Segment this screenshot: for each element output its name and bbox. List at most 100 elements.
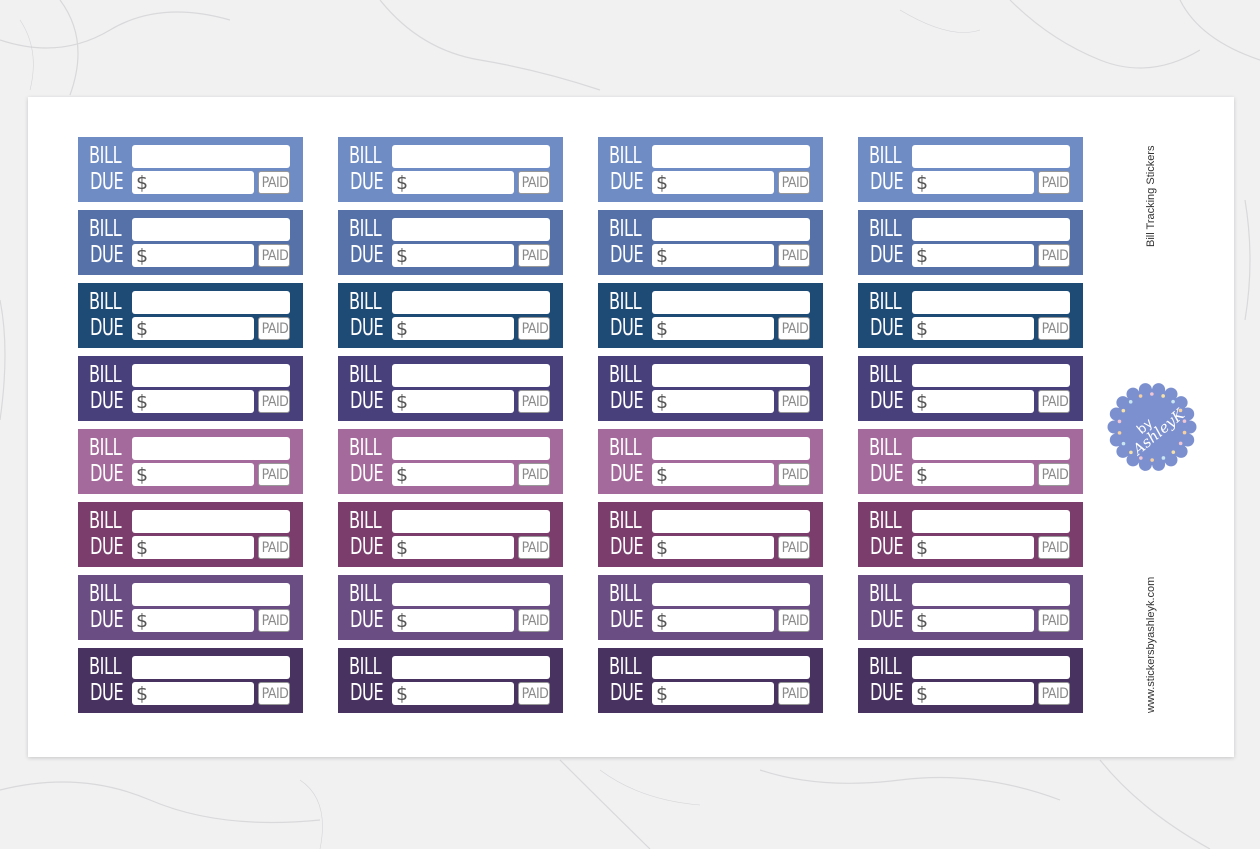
paid-label: PAID (781, 613, 809, 629)
dollar-sign: $ (396, 318, 409, 340)
bill-name-field (652, 218, 810, 241)
bill-name-field (132, 510, 290, 533)
paid-checkbox: PAID (258, 463, 290, 486)
paid-label: PAID (1041, 321, 1069, 337)
paid-label: PAID (781, 467, 809, 483)
bill-name-field (392, 510, 550, 533)
due-label: DUE (870, 242, 904, 268)
bill-name-field (912, 145, 1070, 168)
bill-name-field (132, 218, 290, 241)
bill-sticker: BILL DUE $ PAID (78, 429, 303, 494)
bill-sticker: BILL DUE $ PAID (858, 429, 1083, 494)
due-label: DUE (870, 169, 904, 195)
bill-sticker: BILL DUE $ PAID (78, 575, 303, 640)
bill-sticker: BILL DUE $ PAID (858, 283, 1083, 348)
amount-field: $ (392, 390, 514, 413)
bill-name-field (912, 510, 1070, 533)
bill-sticker: BILL DUE $ PAID (78, 210, 303, 275)
bill-sticker: BILL DUE $ PAID (598, 283, 823, 348)
bill-label: BILL (349, 435, 382, 461)
paid-label: PAID (1041, 540, 1069, 556)
due-label: DUE (610, 607, 644, 633)
dollar-sign: $ (916, 245, 929, 267)
paid-checkbox: PAID (778, 463, 810, 486)
paid-checkbox: PAID (778, 609, 810, 632)
amount-field: $ (912, 390, 1034, 413)
amount-field: $ (652, 682, 774, 705)
paid-checkbox: PAID (258, 609, 290, 632)
bill-label: BILL (869, 362, 902, 388)
paid-checkbox: PAID (518, 317, 550, 340)
bill-sticker: BILL DUE $ PAID (78, 356, 303, 421)
bill-name-field (652, 291, 810, 314)
due-label: DUE (610, 169, 644, 195)
due-label: DUE (90, 680, 124, 706)
website-text: www.stickersbyashleyk.com (1145, 576, 1157, 713)
bill-sticker: BILL DUE $ PAID (78, 648, 303, 713)
bill-sticker: BILL DUE $ PAID (338, 429, 563, 494)
dollar-sign: $ (916, 464, 929, 486)
dollar-sign: $ (916, 537, 929, 559)
paid-label: PAID (1041, 686, 1069, 702)
paid-checkbox: PAID (778, 536, 810, 559)
due-label: DUE (90, 607, 124, 633)
due-label: DUE (870, 388, 904, 414)
due-label: DUE (610, 461, 644, 487)
paid-label: PAID (261, 394, 289, 410)
amount-field: $ (652, 317, 774, 340)
bill-sticker: BILL DUE $ PAID (338, 356, 563, 421)
dollar-sign: $ (656, 610, 669, 632)
bill-name-field (132, 364, 290, 387)
sheet-title: Bill Tracking Stickers (1145, 145, 1157, 247)
paid-label: PAID (781, 175, 809, 191)
dollar-sign: $ (916, 172, 929, 194)
bill-sticker: BILL DUE $ PAID (598, 210, 823, 275)
bill-name-field (132, 583, 290, 606)
bill-sticker: BILL DUE $ PAID (598, 648, 823, 713)
bill-name-field (652, 364, 810, 387)
dollar-sign: $ (916, 318, 929, 340)
ashleyk-logo: by AshleyK (1107, 383, 1197, 471)
bill-name-field (652, 510, 810, 533)
bill-sticker: BILL DUE $ PAID (338, 648, 563, 713)
bill-label: BILL (349, 581, 382, 607)
due-label: DUE (350, 315, 384, 341)
paid-checkbox: PAID (1038, 244, 1070, 267)
paid-checkbox: PAID (258, 317, 290, 340)
amount-field: $ (392, 536, 514, 559)
bill-label: BILL (609, 216, 642, 242)
bill-label: BILL (869, 508, 902, 534)
bill-label: BILL (609, 143, 642, 169)
bill-label: BILL (609, 435, 642, 461)
bill-sticker: BILL DUE $ PAID (858, 137, 1083, 202)
paid-checkbox: PAID (778, 317, 810, 340)
due-label: DUE (350, 534, 384, 560)
paid-label: PAID (261, 686, 289, 702)
paid-label: PAID (1041, 248, 1069, 264)
due-label: DUE (90, 315, 124, 341)
due-label: DUE (350, 461, 384, 487)
amount-field: $ (652, 536, 774, 559)
paid-label: PAID (781, 394, 809, 410)
dollar-sign: $ (136, 318, 149, 340)
dollar-sign: $ (396, 172, 409, 194)
paid-checkbox: PAID (258, 390, 290, 413)
bill-label: BILL (89, 581, 122, 607)
dollar-sign: $ (136, 391, 149, 413)
due-label: DUE (870, 461, 904, 487)
dollar-sign: $ (136, 610, 149, 632)
bill-label: BILL (869, 143, 902, 169)
paid-checkbox: PAID (778, 390, 810, 413)
paid-label: PAID (781, 686, 809, 702)
bill-sticker: BILL DUE $ PAID (598, 575, 823, 640)
bill-name-field (392, 291, 550, 314)
amount-field: $ (912, 536, 1034, 559)
due-label: DUE (90, 461, 124, 487)
due-label: DUE (350, 680, 384, 706)
bill-sticker: BILL DUE $ PAID (858, 356, 1083, 421)
bill-label: BILL (609, 362, 642, 388)
amount-field: $ (912, 609, 1034, 632)
bill-name-field (392, 583, 550, 606)
due-label: DUE (90, 242, 124, 268)
paid-checkbox: PAID (778, 171, 810, 194)
